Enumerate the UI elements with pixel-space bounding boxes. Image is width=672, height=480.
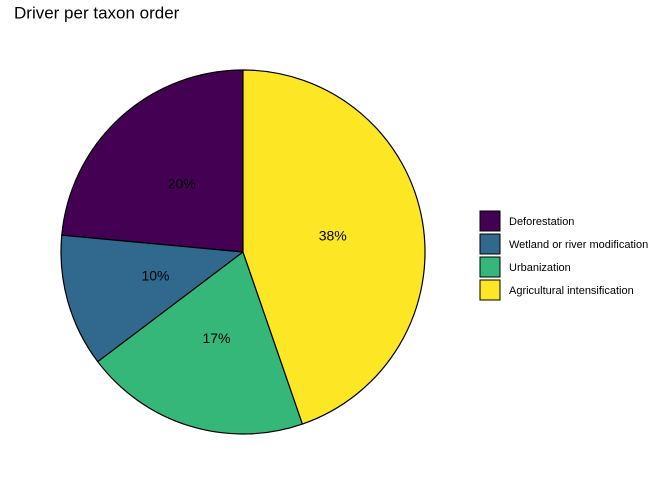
legend-label: Urbanization [509,262,571,274]
chart-title: Driver per taxon order [14,3,180,22]
pie-slice [96,251,304,435]
value-label: 38% [319,228,347,244]
value-label: 10% [141,268,169,284]
value-label: 20% [168,175,196,191]
legend-swatch [479,233,501,255]
legend-label: Wetland or river modification [509,239,648,251]
pie-slice [242,69,426,425]
legend-label: Agricultural intensification [509,285,634,297]
legend-swatch [479,256,501,278]
legend-swatch [479,210,501,232]
value-label: 17% [202,330,230,346]
pie-slice [61,69,244,253]
legend-label: Deforestation [509,216,574,228]
legend-swatch [479,279,501,301]
pie-slice [60,234,245,363]
